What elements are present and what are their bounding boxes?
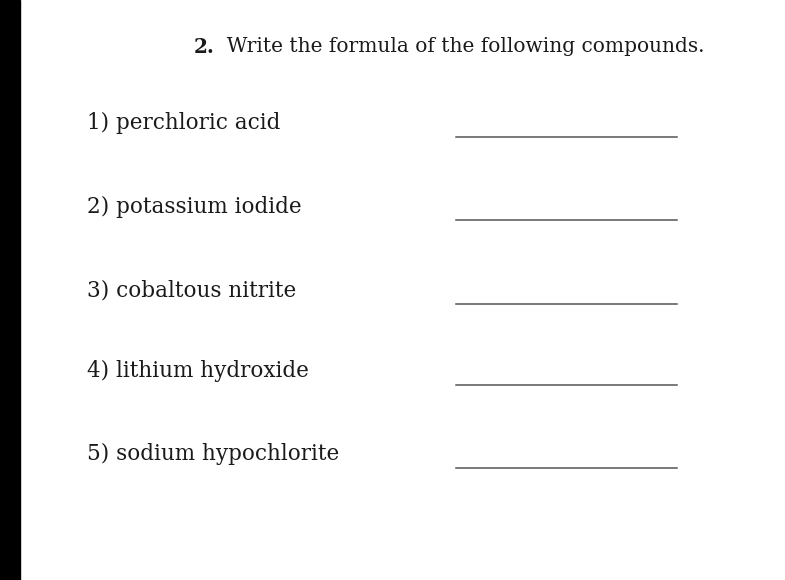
Text: 2.: 2. bbox=[194, 37, 214, 57]
Text: 1) perchloric acid: 1) perchloric acid bbox=[86, 112, 280, 134]
Text: 5) sodium hypochlorite: 5) sodium hypochlorite bbox=[86, 443, 339, 465]
Text: Write the formula of the following compounds.: Write the formula of the following compo… bbox=[214, 37, 705, 56]
Text: 3) cobaltous nitrite: 3) cobaltous nitrite bbox=[86, 279, 296, 301]
Text: 4) lithium hydroxide: 4) lithium hydroxide bbox=[86, 360, 309, 382]
Text: 2) potassium iodide: 2) potassium iodide bbox=[86, 195, 301, 218]
